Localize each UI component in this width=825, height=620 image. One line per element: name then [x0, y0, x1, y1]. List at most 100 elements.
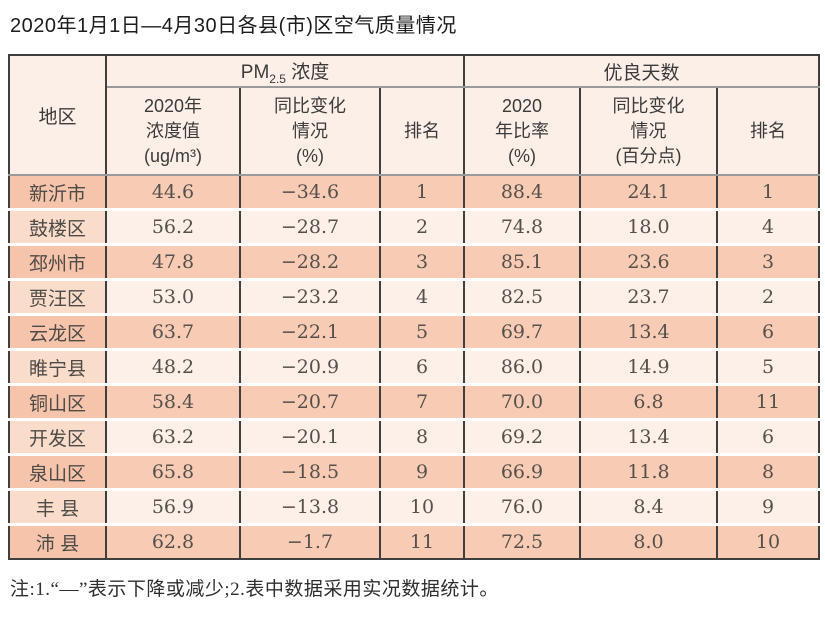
rank-cell: 10	[717, 523, 820, 559]
rank-cell: 2	[717, 278, 820, 315]
footnote: 注:1.“—”表示下降或减少;2.表中数据采用实况数据统计。	[10, 579, 499, 600]
rank-cell: 9	[380, 453, 465, 490]
value-cell: 76.0	[464, 488, 581, 525]
table-row: 铜山区 58.4 −20.7 7 70.0 6.8 11	[9, 383, 820, 420]
value-cell: 53.0	[106, 278, 241, 315]
rank-cell: 1	[717, 175, 820, 210]
page-title: 2020年1月1日—4月30日各县(市)区空气质量情况	[10, 15, 457, 37]
value-cell: 58.4	[106, 383, 241, 420]
column-group-pm25: PM2.5 浓度	[106, 55, 465, 88]
pm25-group-label: PM2.5 浓度	[240, 61, 330, 86]
value-cell: 24.1	[580, 175, 718, 210]
table-row: 邳州市 47.8 −28.2 3 85.1 23.6 3	[9, 243, 820, 280]
region-cell: 泉山区	[9, 453, 107, 490]
table-header: 地区 PM2.5 浓度 优良天数 2020年 浓度值 (ug/m³) 同比变化 …	[9, 55, 820, 176]
value-cell: 69.7	[464, 313, 581, 350]
rank-cell: 1	[380, 175, 465, 210]
rank-cell: 2	[380, 208, 465, 245]
table-row: 鼓楼区 56.2 −28.7 2 74.8 18.0 4	[9, 208, 820, 245]
table-row: 睢宁县 48.2 −20.9 6 86.0 14.9 5	[9, 348, 820, 385]
value-cell: 6.8	[580, 383, 718, 420]
value-cell: 18.0	[580, 208, 718, 245]
value-cell: 65.8	[106, 453, 241, 490]
region-cell: 新沂市	[9, 175, 107, 210]
value-cell: −1.7	[240, 523, 381, 559]
value-cell: 47.8	[106, 243, 241, 280]
rank-cell: 8	[380, 418, 465, 455]
value-cell: 23.7	[580, 278, 718, 315]
value-cell: 63.7	[106, 313, 241, 350]
air-quality-table: 地区 PM2.5 浓度 优良天数 2020年 浓度值 (ug/m³) 同比变化 …	[8, 54, 821, 560]
region-cell: 云龙区	[9, 313, 107, 350]
region-cell: 邳州市	[9, 243, 107, 280]
page: 2020年1月1日—4月30日各县(市)区空气质量情况 地区 PM2.5 浓度 …	[8, 15, 821, 600]
table-row: 丰 县 56.9 −13.8 10 76.0 8.4 9	[9, 488, 820, 525]
value-cell: 13.4	[580, 418, 718, 455]
rank-cell: 10	[380, 488, 465, 525]
value-cell: 85.1	[464, 243, 581, 280]
region-cell: 沛 县	[9, 523, 107, 559]
value-cell: 13.4	[580, 313, 718, 350]
value-cell: −34.6	[240, 175, 381, 210]
rank-cell: 7	[380, 383, 465, 420]
column-header-pm-change: 同比变化 情况 (%)	[240, 87, 381, 176]
value-cell: 69.2	[464, 418, 581, 455]
value-cell: 48.2	[106, 348, 241, 385]
value-cell: 8.0	[580, 523, 718, 559]
table-sub-header-row: 2020年 浓度值 (ug/m³) 同比变化 情况 (%) 排名 2020 年比…	[9, 87, 820, 176]
region-cell: 贾汪区	[9, 278, 107, 315]
value-cell: 88.4	[464, 175, 581, 210]
rank-cell: 4	[717, 208, 820, 245]
column-group-good-days: 优良天数	[464, 55, 820, 88]
table-row: 新沂市 44.6 −34.6 1 88.4 24.1 1	[9, 175, 820, 210]
region-cell: 鼓楼区	[9, 208, 107, 245]
value-cell: 82.5	[464, 278, 581, 315]
column-header-days-change: 同比变化 情况 (百分点)	[580, 87, 718, 176]
rank-cell: 6	[717, 418, 820, 455]
rank-cell: 8	[717, 453, 820, 490]
value-cell: 23.6	[580, 243, 718, 280]
table-row: 开发区 63.2 −20.1 8 69.2 13.4 6	[9, 418, 820, 455]
value-cell: −22.1	[240, 313, 381, 350]
value-cell: −20.7	[240, 383, 381, 420]
rank-cell: 4	[380, 278, 465, 315]
rank-cell: 5	[380, 313, 465, 350]
region-cell: 开发区	[9, 418, 107, 455]
value-cell: −18.5	[240, 453, 381, 490]
table-row: 泉山区 65.8 −18.5 9 66.9 11.8 8	[9, 453, 820, 490]
value-cell: −20.1	[240, 418, 381, 455]
value-cell: −28.2	[240, 243, 381, 280]
table-row: 云龙区 63.7 −22.1 5 69.7 13.4 6	[9, 313, 820, 350]
table-group-header-row: 地区 PM2.5 浓度 优良天数	[9, 55, 820, 176]
value-cell: 8.4	[580, 488, 718, 525]
region-cell: 铜山区	[9, 383, 107, 420]
rank-cell: 11	[717, 383, 820, 420]
value-cell: −20.9	[240, 348, 381, 385]
value-cell: −28.7	[240, 208, 381, 245]
value-cell: −23.2	[240, 278, 381, 315]
value-cell: 14.9	[580, 348, 718, 385]
rank-cell: 3	[717, 243, 820, 280]
column-header-concentration: 2020年 浓度值 (ug/m³)	[106, 87, 241, 176]
value-cell: 62.8	[106, 523, 241, 559]
rank-cell: 3	[380, 243, 465, 280]
value-cell: 56.9	[106, 488, 241, 525]
rank-cell: 6	[380, 348, 465, 385]
column-header-days-rank: 排名	[717, 87, 820, 176]
column-header-region: 地区	[9, 55, 107, 176]
table-row: 贾汪区 53.0 −23.2 4 82.5 23.7 2	[9, 278, 820, 315]
rank-cell: 9	[717, 488, 820, 525]
value-cell: 63.2	[106, 418, 241, 455]
rank-cell: 11	[380, 523, 465, 559]
value-cell: 11.8	[580, 453, 718, 490]
value-cell: 56.2	[106, 208, 241, 245]
region-cell: 丰 县	[9, 488, 107, 525]
value-cell: 44.6	[106, 175, 241, 210]
rank-cell: 6	[717, 313, 820, 350]
value-cell: 86.0	[464, 348, 581, 385]
value-cell: 66.9	[464, 453, 581, 490]
value-cell: 72.5	[464, 523, 581, 559]
table-body: 新沂市 44.6 −34.6 1 88.4 24.1 1 鼓楼区 56.2 −28.7 2 74.8 1…	[9, 175, 820, 559]
value-cell: 70.0	[464, 383, 581, 420]
column-header-pm-rank: 排名	[380, 87, 465, 176]
